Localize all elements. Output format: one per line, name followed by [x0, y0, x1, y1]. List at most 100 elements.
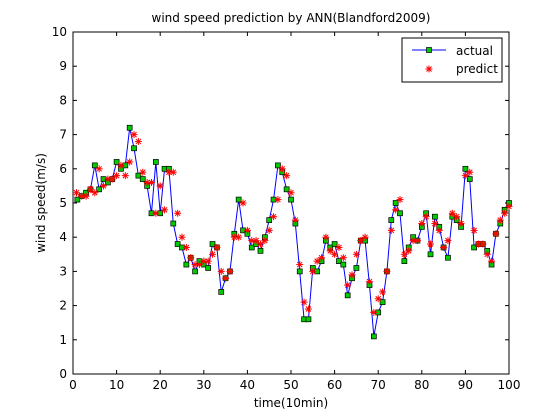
predict-point	[217, 267, 225, 275]
actual-point	[235, 196, 242, 203]
y-tick-label: 3	[59, 264, 67, 278]
predict-point	[335, 243, 343, 251]
x-tick-label: 40	[240, 378, 255, 392]
predict-point	[413, 237, 421, 245]
predict-point	[304, 305, 312, 313]
predict-point	[91, 189, 99, 197]
actual-point	[131, 145, 137, 152]
predict-point	[209, 250, 217, 258]
predict-point	[230, 233, 238, 241]
predict-point	[309, 267, 317, 275]
predict-point	[318, 254, 326, 262]
predict-point	[274, 196, 282, 204]
actual-point	[296, 268, 303, 275]
y-tick-label: 6	[59, 162, 67, 176]
actual-point	[209, 241, 216, 247]
predict-point	[361, 233, 369, 241]
actual-point	[331, 241, 338, 247]
actual-point	[392, 200, 399, 206]
series-predict	[72, 131, 513, 316]
actual-point	[205, 265, 212, 271]
predict-point	[261, 237, 269, 245]
predict-point	[427, 240, 435, 248]
actual-point	[397, 210, 403, 217]
predict-point	[483, 250, 491, 258]
actual-point	[432, 213, 438, 220]
predict-point	[147, 178, 155, 186]
actual-point	[174, 241, 181, 247]
legend-star-icon	[425, 65, 433, 73]
predict-point	[435, 226, 443, 234]
predict-point	[161, 206, 169, 214]
predict-point	[165, 168, 173, 176]
predict-point	[104, 175, 112, 183]
predict-point	[322, 233, 330, 241]
predict-point	[496, 216, 504, 224]
x-tick-label: 100	[498, 378, 521, 392]
actual-point	[471, 244, 477, 251]
legend-predict-label: predict	[456, 62, 498, 76]
predict-point	[352, 250, 360, 258]
predict-point	[72, 189, 80, 197]
predict-point	[431, 220, 439, 228]
actual-point	[283, 186, 290, 193]
predict-point	[365, 278, 373, 286]
predict-point	[505, 202, 513, 210]
actual-point	[336, 258, 342, 264]
predict-point	[283, 172, 291, 180]
predict-point	[357, 237, 365, 245]
actual-point	[74, 196, 81, 203]
actual-point	[379, 299, 386, 306]
predict-point	[461, 172, 469, 180]
predict-point	[126, 158, 134, 166]
predict-point	[470, 226, 478, 234]
actual-point	[170, 220, 177, 227]
actual-point	[126, 124, 133, 131]
predict-point	[396, 196, 404, 204]
predict-point	[108, 175, 116, 183]
predict-point	[265, 226, 273, 234]
actual-point	[445, 254, 451, 261]
predict-point	[239, 199, 247, 207]
actual-point	[466, 176, 473, 182]
predict-point	[235, 233, 243, 241]
predict-point	[422, 213, 430, 221]
predict-point	[488, 257, 496, 265]
actual-point	[192, 268, 198, 275]
predict-point	[453, 213, 461, 221]
predict-point	[191, 261, 199, 269]
predict-point	[113, 172, 121, 180]
predict-point	[370, 308, 378, 316]
chart-title: wind speed prediction by ANN(Blandford20…	[152, 11, 431, 25]
predict-point	[331, 250, 339, 258]
predict-point	[313, 257, 321, 265]
predict-point	[95, 165, 103, 173]
predict-point	[278, 165, 286, 173]
predict-point	[383, 267, 391, 275]
predict-point	[243, 226, 251, 234]
y-tick-label: 1	[59, 333, 67, 347]
predict-point	[195, 261, 203, 269]
predict-point	[182, 243, 190, 251]
actual-point	[218, 289, 225, 295]
legend-actual-marker	[426, 47, 432, 53]
actual-point	[370, 333, 377, 340]
predict-point	[457, 220, 465, 228]
predict-point	[252, 237, 260, 245]
predict-point	[222, 274, 230, 282]
actual-point	[305, 316, 312, 323]
predict-point	[492, 230, 500, 238]
predict-point	[379, 288, 387, 296]
predict-point	[130, 131, 138, 139]
x-tick-label: 20	[153, 378, 168, 392]
actual-point	[96, 186, 103, 193]
actual-point	[248, 244, 255, 251]
predict-point	[400, 250, 408, 258]
x-tick-label: 70	[371, 378, 386, 392]
actual-point	[427, 251, 434, 258]
y-tick-label: 4	[59, 230, 67, 244]
legend: actual predict	[401, 37, 503, 83]
actual-point	[288, 196, 294, 203]
actual-point	[266, 217, 273, 223]
